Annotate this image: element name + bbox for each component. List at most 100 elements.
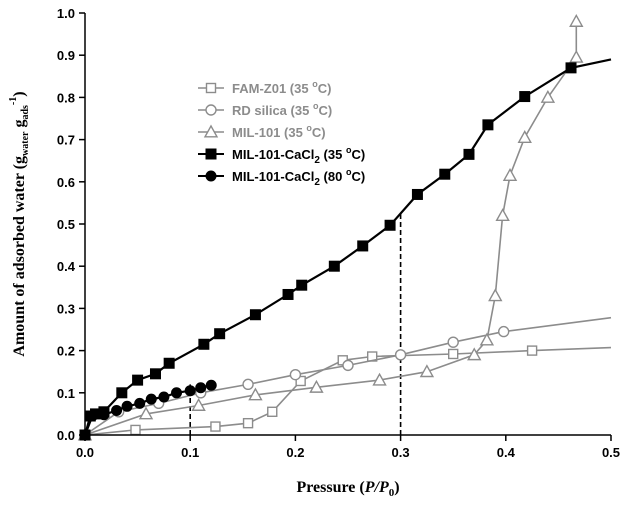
x-tick-label: 0.0 [76, 445, 94, 460]
series-layer [77, 13, 612, 441]
x-tick-label: 0.5 [602, 445, 620, 460]
data-point [171, 387, 183, 399]
data-point [540, 89, 556, 103]
data-point [482, 119, 494, 131]
y-tick-label: 0.0 [57, 428, 75, 443]
legend-label: MIL-101 (35 oC) [232, 123, 326, 140]
data-point [249, 309, 261, 321]
data-point [205, 170, 217, 182]
data-point [569, 49, 584, 63]
data-point [447, 336, 459, 348]
legend-entry: RD silica (35 oC) [198, 101, 332, 118]
data-point [394, 349, 407, 361]
data-point [467, 347, 482, 361]
data-point [195, 382, 207, 394]
data-point [149, 368, 161, 380]
y-axis-label: Amount of adsorbed water (gwater gads-1) [8, 91, 31, 356]
legend-label: MIL-101-CaCl2 (80 oC) [232, 167, 365, 188]
axes: 0.0 0.1 0.2 0.3 0.4 0.5 0.0 0.1 0.2 0.3 0.4 0.5 0.6 0… [8, 6, 620, 499]
data-point [184, 385, 196, 397]
data-point [309, 379, 324, 393]
legend-entry: MIL-101 (35 oC) [198, 123, 326, 140]
series-line [84, 316, 612, 436]
y-tick-label: 0.8 [57, 90, 75, 105]
legend-label: FAM-Z01 (35 oC) [232, 79, 331, 96]
y-tick-label: 0.7 [57, 133, 75, 148]
data-point [439, 168, 451, 180]
data-point [163, 357, 175, 369]
data-point [86, 410, 98, 422]
data-point [242, 417, 254, 429]
data-point [372, 372, 387, 386]
data-point [384, 219, 396, 231]
legend-label: RD silica (35 oC) [232, 101, 332, 118]
data-point [158, 391, 170, 403]
data-point [111, 405, 123, 417]
x-tick-label: 0.3 [392, 445, 410, 460]
data-point [463, 148, 475, 160]
data-point [488, 288, 503, 302]
data-point [565, 62, 577, 74]
data-point [448, 348, 459, 360]
data-point [214, 328, 226, 340]
data-point [134, 397, 146, 409]
data-point [479, 332, 495, 346]
y-tick-label: 0.2 [57, 344, 75, 359]
legend-entry: MIL-101-CaCl2 (80 oC) [198, 167, 365, 188]
data-point [342, 359, 354, 372]
x-axis-label: Pressure (P/P0) [296, 479, 399, 499]
data-point [267, 406, 278, 417]
data-point [357, 240, 369, 252]
data-point [116, 387, 128, 399]
legend-entry: MIL-101-CaCl2 (35 oC) [198, 145, 365, 166]
y-tick-label: 0.1 [57, 386, 75, 401]
x-tick-label: 0.4 [497, 445, 516, 460]
series-group [79, 345, 612, 441]
data-point [242, 378, 254, 391]
data-point [203, 124, 219, 138]
data-point [205, 148, 217, 160]
data-point [121, 400, 133, 412]
data-point [210, 421, 221, 432]
data-point [205, 82, 217, 94]
data-point [145, 393, 157, 405]
series-group [79, 58, 612, 441]
data-point [248, 387, 263, 401]
data-point [517, 130, 532, 143]
data-point [296, 279, 308, 291]
legend-entry: FAM-Z01 (35 oC) [198, 79, 331, 96]
series-line [84, 21, 578, 436]
data-point [98, 409, 110, 421]
y-tick-label: 0.4 [57, 259, 76, 274]
data-point [289, 368, 302, 381]
y-tick-label: 0.5 [57, 217, 75, 232]
data-point [419, 364, 435, 378]
data-point [130, 424, 141, 436]
x-tick-label: 0.1 [181, 445, 199, 460]
data-point [411, 188, 423, 200]
series-group [77, 13, 584, 441]
series-line [83, 58, 612, 436]
data-point [191, 398, 206, 411]
legend-label: MIL-101-CaCl2 (35 oC) [232, 145, 365, 166]
data-point [282, 288, 294, 300]
y-tick-label: 0.9 [57, 48, 75, 63]
data-point [328, 260, 340, 272]
data-point [497, 325, 510, 338]
x-tick-label: 0.2 [286, 445, 304, 460]
data-point [198, 338, 210, 350]
data-point [569, 13, 584, 27]
data-point [138, 406, 154, 420]
data-point [132, 374, 144, 386]
data-point [495, 208, 510, 222]
y-tick-label: 1.0 [57, 6, 75, 21]
y-tick-label: 0.3 [57, 301, 75, 316]
legend: FAM-Z01 (35 oC) RD silica (35 oC) MIL-101 … [198, 79, 365, 188]
data-point [502, 168, 518, 181]
data-point [205, 104, 217, 116]
y-tick-label: 0.6 [57, 175, 75, 190]
data-point [519, 91, 531, 103]
data-point [526, 345, 538, 356]
data-point [205, 379, 217, 391]
